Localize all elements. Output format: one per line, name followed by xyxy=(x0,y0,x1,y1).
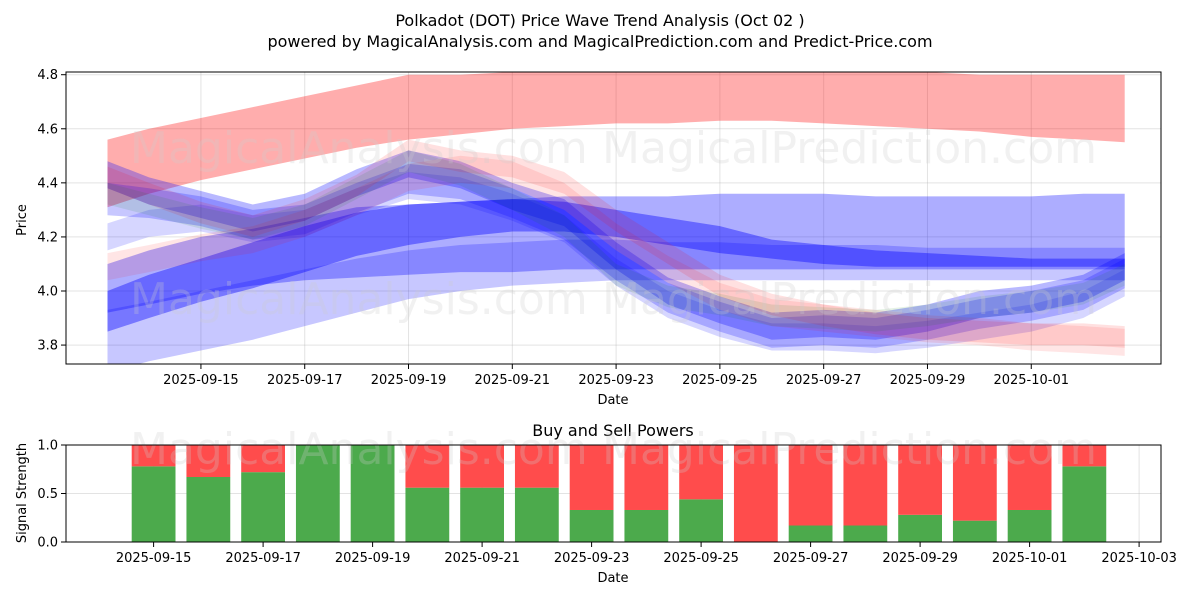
buy-sell-x-label: Date xyxy=(597,571,628,586)
watermark-analysis-mid: MagicalAnalysis.com xyxy=(130,274,588,325)
price-y-tick-label: 4.0 xyxy=(37,285,58,300)
price-band-8 xyxy=(107,139,1125,348)
price-band-5 xyxy=(107,150,1125,340)
buy-bar xyxy=(843,525,888,542)
price-watermarks: MagicalAnalysis.com MagicalPrediction.co… xyxy=(130,123,1097,325)
price-band-4 xyxy=(107,239,1125,364)
price-y-tick-label: 3.8 xyxy=(37,339,58,354)
price-y-tick-label: 4.8 xyxy=(37,68,58,83)
buy-sell-x-ticks: 2025-09-15 2025-09-17 2025-09-19 2025-09-21… xyxy=(116,542,1177,566)
sell-bar xyxy=(186,445,231,478)
buy-sell-x-tick-label: 2025-09-17 xyxy=(225,551,301,566)
watermark-analysis-bottom: MagicalAnalysis.com xyxy=(130,424,588,475)
buy-bar xyxy=(295,445,340,542)
sell-bar xyxy=(1062,445,1107,467)
price-band-1 xyxy=(107,72,1125,208)
buy-sell-x-tick-label: 2025-10-01 xyxy=(992,551,1068,566)
sell-bar xyxy=(952,445,997,521)
buy-sell-x-tick-label: 2025-09-19 xyxy=(335,551,411,566)
buy-sell-x-tick-label: 2025-10-03 xyxy=(1101,551,1177,566)
watermark-prediction-top: MagicalPrediction.com xyxy=(602,123,1097,174)
buy-sell-y-label: Signal Strength xyxy=(15,443,30,543)
price-x-tick-label: 2025-09-17 xyxy=(267,373,343,388)
price-band-9 xyxy=(107,155,1125,356)
buy-bar xyxy=(131,466,176,542)
watermark-prediction-bottom: MagicalPrediction.com xyxy=(602,424,1097,475)
sell-bar xyxy=(131,445,176,467)
sell-bar xyxy=(460,445,504,488)
buy-bar xyxy=(350,445,395,542)
price-x-tick-label: 2025-09-15 xyxy=(163,373,239,388)
sell-bar xyxy=(679,445,723,500)
price-band-3 xyxy=(107,199,1125,332)
sell-bar xyxy=(241,445,285,473)
buy-sell-y-ticks: 0.0 0.5 1.0 xyxy=(37,439,66,551)
buy-bar xyxy=(952,520,997,542)
price-y-tick-label: 4.4 xyxy=(37,176,58,191)
buy-sell-x-tick-label: 2025-09-25 xyxy=(663,551,739,566)
buy-sell-x-tick-label: 2025-09-29 xyxy=(882,551,958,566)
sell-bar xyxy=(788,445,833,526)
price-band-7 xyxy=(107,172,1125,354)
buy-sell-watermarks: MagicalAnalysis.com MagicalPrediction.co… xyxy=(130,424,1097,475)
price-x-tick-label: 2025-10-01 xyxy=(993,373,1069,388)
price-x-tick-label: 2025-09-27 xyxy=(786,373,862,388)
buy-bar xyxy=(788,525,833,542)
price-x-label: Date xyxy=(597,393,628,408)
sell-bar xyxy=(569,445,614,510)
price-y-ticks: 3.8 4.0 4.2 4.4 4.6 4.8 xyxy=(37,68,66,354)
price-band-2 xyxy=(107,193,1125,313)
buy-bar xyxy=(679,499,723,542)
buy-sell-panel: Buy and Sell Powers MagicalAnalysis.com … xyxy=(15,421,1177,586)
sell-bar xyxy=(733,445,778,542)
price-y-tick-label: 4.6 xyxy=(37,122,58,137)
price-x-tick-label: 2025-09-29 xyxy=(890,373,966,388)
buy-bar xyxy=(1062,466,1107,542)
buy-bar xyxy=(460,487,504,542)
price-grid xyxy=(66,72,1161,364)
chart-title-line1: Polkadot (DOT) Price Wave Trend Analysis… xyxy=(395,11,804,30)
price-y-label: Price xyxy=(15,204,30,236)
sell-bar xyxy=(843,445,888,526)
buy-bar xyxy=(241,472,285,542)
price-band-10 xyxy=(107,150,1125,332)
buy-bar xyxy=(186,477,231,542)
buy-sell-bars xyxy=(131,445,1107,542)
price-x-ticks: 2025-09-15 2025-09-17 2025-09-19 2025-09-21… xyxy=(163,364,1069,388)
buy-bar xyxy=(569,509,614,542)
price-x-tick-label: 2025-09-23 xyxy=(578,373,654,388)
buy-sell-y-tick-label: 0.0 xyxy=(37,536,58,551)
price-wave-panel: MagicalAnalysis.com MagicalPrediction.co… xyxy=(15,68,1162,408)
price-x-tick-label: 2025-09-19 xyxy=(371,373,447,388)
price-band-6 xyxy=(107,163,1125,348)
price-x-tick-label: 2025-09-21 xyxy=(475,373,551,388)
buy-sell-x-tick-label: 2025-09-23 xyxy=(554,551,630,566)
buy-bar xyxy=(898,514,942,542)
buy-sell-y-tick-label: 0.5 xyxy=(37,487,58,502)
price-x-tick-label: 2025-09-25 xyxy=(682,373,758,388)
buy-sell-x-tick-label: 2025-09-15 xyxy=(116,551,192,566)
watermark-prediction-mid: MagicalPrediction.com xyxy=(602,274,1097,325)
sell-bar xyxy=(898,445,942,515)
sell-bar xyxy=(514,445,559,488)
buy-sell-y-tick-label: 1.0 xyxy=(37,439,58,454)
price-bands xyxy=(107,72,1125,364)
buy-sell-x-tick-label: 2025-09-27 xyxy=(773,551,849,566)
watermark-analysis-top: MagicalAnalysis.com xyxy=(130,123,588,174)
sell-bar xyxy=(1007,445,1052,510)
price-y-tick-label: 4.2 xyxy=(37,230,58,245)
buy-bar xyxy=(624,509,669,542)
buy-bar xyxy=(405,487,450,542)
sell-bar xyxy=(405,445,450,488)
chart-title-line2: powered by MagicalAnalysis.com and Magic… xyxy=(267,32,932,51)
buy-sell-title: Buy and Sell Powers xyxy=(532,421,694,440)
sell-bar xyxy=(624,445,669,510)
price-plot-frame xyxy=(65,71,1162,365)
buy-bar xyxy=(514,487,559,542)
buy-sell-x-tick-label: 2025-09-21 xyxy=(444,551,520,566)
buy-bar xyxy=(1007,509,1052,542)
